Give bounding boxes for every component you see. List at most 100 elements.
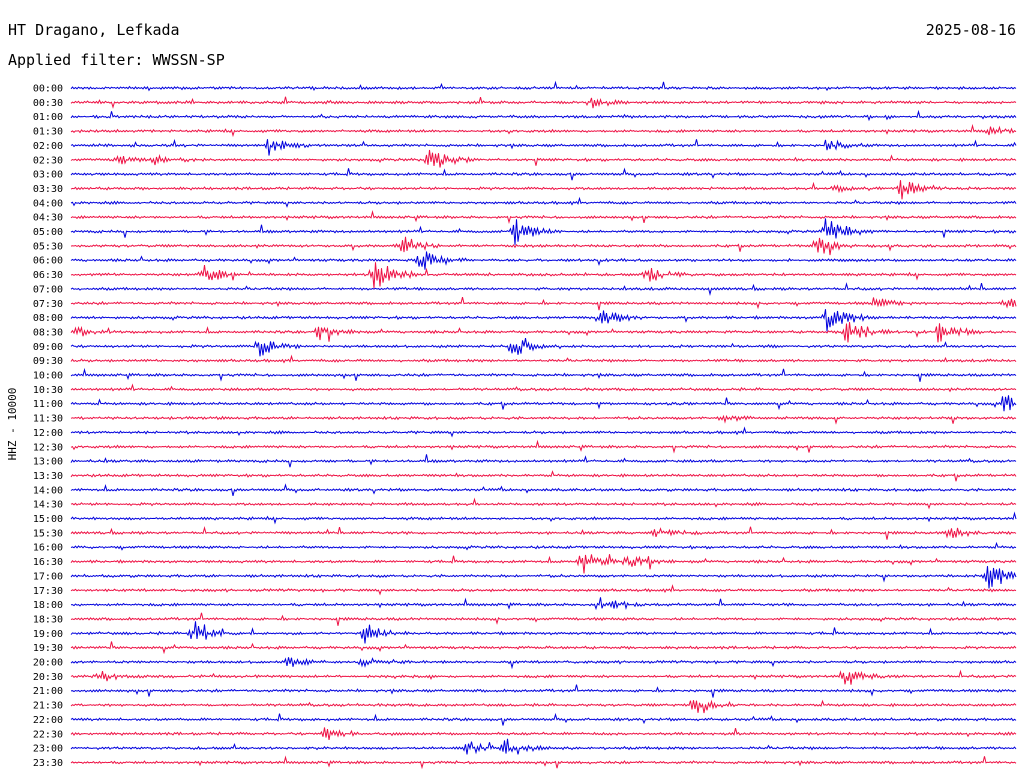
trace-line	[70, 566, 1017, 589]
row-time-label: 20:00	[33, 658, 63, 669]
row-time-label: 12:30	[33, 442, 63, 453]
row-time-label: 20:30	[33, 672, 63, 683]
trace-line	[70, 612, 1017, 626]
row-time-label: 01:30	[33, 127, 63, 138]
trace-line	[70, 167, 1017, 181]
row-time-label: 12:00	[33, 428, 63, 439]
row-time-label: 07:30	[33, 299, 63, 310]
trace-line	[70, 439, 1017, 454]
row-time-label: 10:00	[33, 371, 63, 382]
row-time-label: 09:00	[33, 342, 63, 353]
trace-line	[70, 470, 1017, 482]
trace-line	[70, 296, 1017, 311]
trace-line	[70, 497, 1017, 510]
row-time-label: 03:30	[33, 184, 63, 195]
row-time-label: 06:00	[33, 256, 63, 267]
row-time-label: 18:00	[33, 600, 63, 611]
trace-line	[70, 262, 1017, 289]
row-time-label: 13:00	[33, 457, 63, 468]
trace-line	[70, 196, 1017, 208]
row-time-label: 14:30	[33, 500, 63, 511]
trace-line	[70, 367, 1017, 382]
trace-line	[70, 123, 1017, 138]
row-time-label: 13:30	[33, 471, 63, 482]
row-time-label: 03:00	[33, 170, 63, 181]
row-time-label: 17:30	[33, 586, 63, 597]
trace-line	[70, 641, 1017, 655]
trace-line	[70, 138, 1017, 156]
trace-line	[70, 395, 1017, 412]
trace-line	[70, 354, 1017, 364]
row-time-label: 19:00	[33, 629, 63, 640]
trace-line	[70, 80, 1017, 92]
trace-line	[70, 597, 1017, 611]
trace-line	[70, 210, 1017, 224]
row-time-label: 08:30	[33, 327, 63, 338]
trace-line	[70, 669, 1017, 685]
trace-line	[70, 712, 1017, 726]
row-time-label: 17:00	[33, 571, 63, 582]
trace-line	[70, 755, 1017, 770]
trace-line	[70, 584, 1017, 596]
row-time-label: 02:30	[33, 155, 63, 166]
row-time-label: 06:30	[33, 270, 63, 281]
row-time-label: 11:00	[33, 399, 63, 410]
row-time-label: 02:00	[33, 141, 63, 152]
row-time-label: 23:30	[33, 758, 63, 769]
trace-line	[70, 684, 1017, 698]
record-date: 2025-08-16	[925, 21, 1016, 39]
trace-line	[70, 282, 1017, 296]
trace-line	[70, 511, 1017, 525]
trace-line	[70, 322, 1017, 343]
trace-line	[70, 96, 1017, 109]
row-time-label: 16:00	[33, 543, 63, 554]
trace-line	[70, 338, 1017, 357]
row-time-label: 21:30	[33, 701, 63, 712]
trace-line	[70, 483, 1017, 497]
row-time-label: 09:30	[33, 356, 63, 367]
row-time-label: 05:00	[33, 227, 63, 238]
trace-line	[70, 426, 1017, 438]
trace-line	[70, 657, 1017, 670]
filter-label: Applied filter: WWSSN-SP	[8, 51, 225, 69]
trace-line	[70, 309, 1017, 332]
row-time-label: 04:30	[33, 213, 63, 224]
trace-line	[70, 218, 1017, 245]
row-time-label: 15:00	[33, 514, 63, 525]
row-time-label: 11:30	[33, 414, 63, 425]
row-time-label: 10:30	[33, 385, 63, 396]
trace-line	[70, 383, 1017, 393]
trace-line	[70, 738, 1017, 755]
trace-line	[70, 414, 1017, 425]
row-time-label: 22:00	[33, 715, 63, 726]
row-time-label: 01:00	[33, 112, 63, 123]
row-time-label: 18:30	[33, 614, 63, 625]
row-time-label: 15:30	[33, 528, 63, 539]
trace-line	[70, 180, 1017, 200]
trace-line	[70, 621, 1017, 644]
row-time-label: 04:00	[33, 198, 63, 209]
row-time-label: 00:00	[33, 84, 63, 95]
y-axis-label: HHZ - 10000	[6, 388, 19, 461]
trace-line	[70, 541, 1017, 551]
row-time-label: 07:00	[33, 284, 63, 295]
trace-line	[70, 109, 1017, 122]
row-time-label: 00:30	[33, 98, 63, 109]
trace-line	[70, 554, 1017, 574]
row-time-label: 19:30	[33, 643, 63, 654]
station-title: HT Dragano, Lefkada	[8, 21, 180, 39]
row-time-label: 16:30	[33, 557, 63, 568]
trace-line	[70, 236, 1017, 256]
row-time-label: 22:30	[33, 729, 63, 740]
row-time-label: 05:30	[33, 241, 63, 252]
trace-line	[70, 251, 1017, 270]
trace-line	[70, 699, 1017, 714]
trace-line	[70, 454, 1017, 468]
trace-line	[70, 727, 1017, 740]
row-time-label: 21:00	[33, 686, 63, 697]
trace-line	[70, 526, 1017, 540]
row-time-label: 23:00	[33, 744, 63, 755]
trace-line	[70, 149, 1017, 168]
